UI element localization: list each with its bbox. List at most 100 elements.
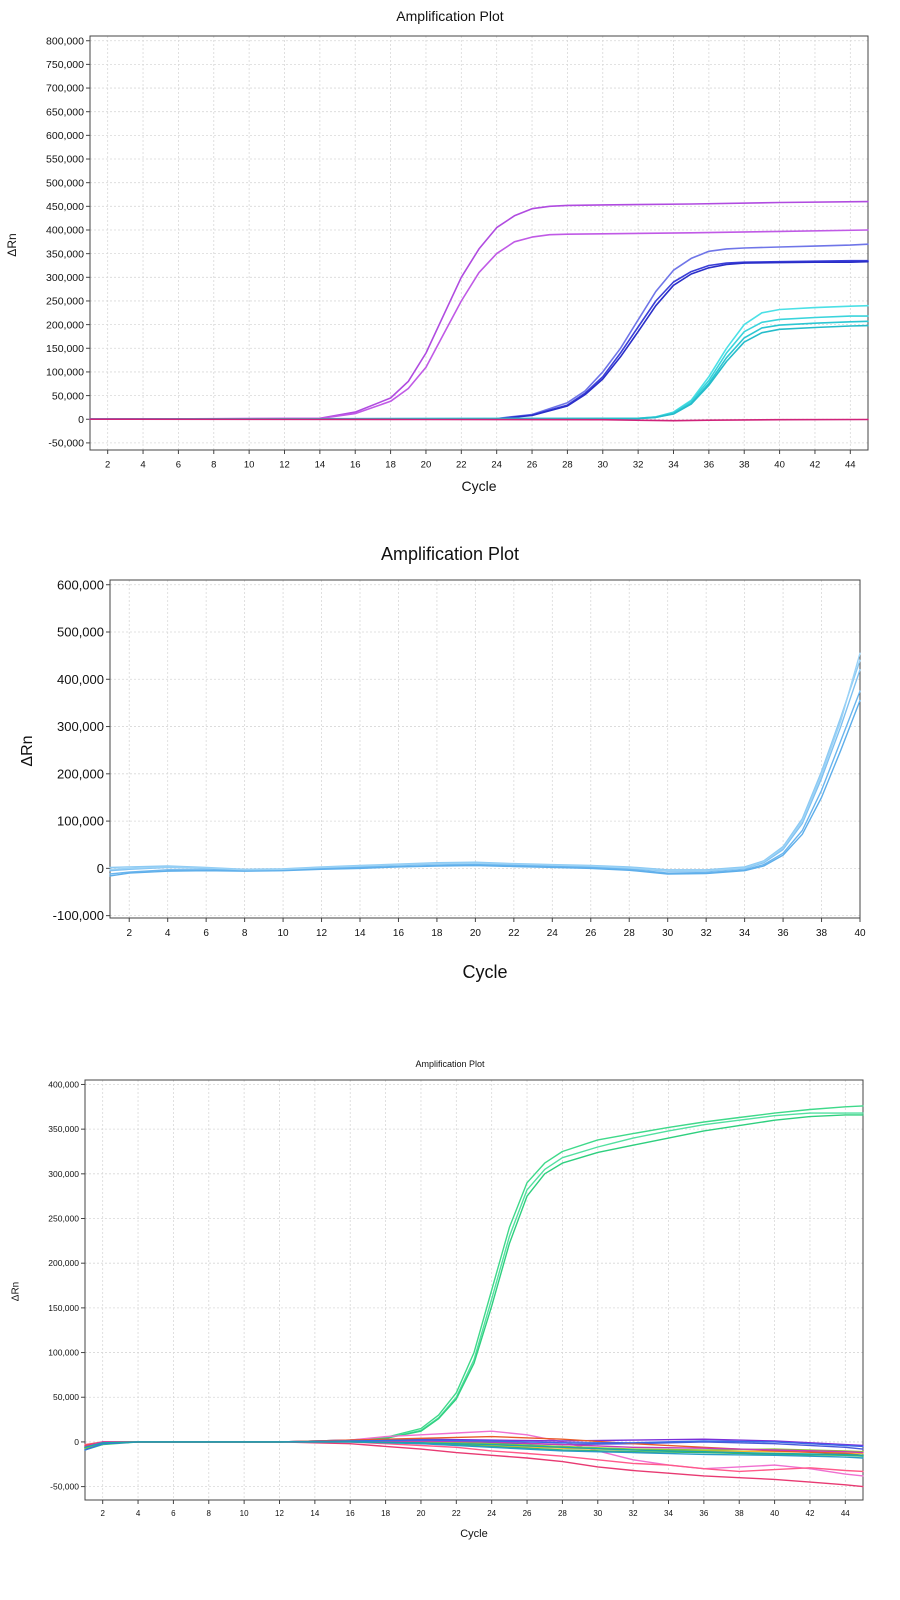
x-tick-label: 26 — [527, 460, 538, 471]
y-tick-label: 350,000 — [46, 248, 84, 260]
x-tick-label: 30 — [662, 928, 674, 939]
y-tick-label: 150,000 — [48, 1303, 79, 1313]
y-tick-label: -50,000 — [50, 1482, 79, 1492]
x-tick-label: 34 — [668, 460, 679, 471]
series-line — [89, 243, 869, 421]
plot-area — [90, 36, 868, 450]
x-tick-label: 4 — [165, 928, 171, 939]
x-tick-label: 28 — [562, 460, 573, 471]
chart-title: Amplification Plot — [396, 8, 504, 24]
series-line — [89, 324, 869, 421]
x-tick-label: 22 — [456, 460, 467, 471]
series-line — [89, 418, 869, 422]
x-tick-label: 4 — [136, 1509, 141, 1518]
x-tick-label: 44 — [841, 1509, 850, 1518]
x-tick-label: 44 — [845, 460, 856, 471]
x-tick-label: 14 — [315, 460, 326, 471]
y-tick-label: 600,000 — [46, 130, 84, 142]
x-tick-label: 16 — [350, 460, 361, 471]
x-tick-label: 28 — [624, 928, 636, 939]
x-tick-label: 8 — [242, 928, 248, 939]
x-tick-label: 8 — [211, 460, 216, 471]
x-tick-label: 12 — [275, 1509, 284, 1518]
x-tick-label: 36 — [699, 1509, 708, 1518]
series-line — [89, 260, 869, 421]
amplification-plot-1: 2 4 6 8 10 12 14 16 18 20 22 24 26 28 30 32 34 36 38 40 42 44… — [46, 35, 869, 471]
x-tick-label: 22 — [452, 1509, 461, 1518]
x-tick-label: 40 — [854, 928, 866, 939]
x-tick-label: 32 — [629, 1509, 638, 1518]
chart-title: Amplification Plot — [380, 544, 520, 564]
y-tick-label: 0 — [97, 861, 104, 876]
series-line — [89, 229, 869, 421]
y-tick-label: 350,000 — [48, 1124, 79, 1134]
x-tick-label: 12 — [316, 928, 328, 939]
x-tick-label: 38 — [816, 928, 828, 939]
series-line — [89, 259, 869, 421]
x-tick-label: 16 — [393, 928, 405, 939]
y-tick-label: 400,000 — [46, 225, 84, 237]
x-tick-label: 10 — [278, 928, 290, 939]
y-tick-label: 450,000 — [46, 201, 84, 213]
x-tick-label: 14 — [310, 1509, 319, 1518]
y-tick-label: 550,000 — [46, 154, 84, 166]
x-tick-label: 36 — [704, 460, 715, 471]
y-tick-label: -100,000 — [53, 908, 104, 923]
y-tick-label: 0 — [78, 414, 84, 426]
x-tick-label: 10 — [240, 1509, 249, 1518]
y-tick-label: 400,000 — [48, 1079, 79, 1089]
y-tick-label: 150,000 — [46, 343, 84, 355]
x-tick-label: 34 — [664, 1509, 673, 1518]
x-tick-label: 20 — [417, 1509, 426, 1518]
y-tick-label: 50,000 — [53, 1392, 79, 1402]
y-tick-label: 650,000 — [46, 106, 84, 118]
x-tick-label: 6 — [176, 460, 181, 471]
series-line — [89, 200, 869, 421]
y-tick-label: 250,000 — [48, 1213, 79, 1223]
y-tick-label: 300,000 — [48, 1169, 79, 1179]
y-tick-label: 250,000 — [46, 296, 84, 308]
x-tick-label: 18 — [431, 928, 443, 939]
x-tick-label: 14 — [354, 928, 366, 939]
y-tick-label: 100,000 — [46, 367, 84, 379]
x-tick-label: 36 — [778, 928, 790, 939]
x-tick-label: 24 — [487, 1509, 496, 1518]
x-tick-label: 38 — [735, 1509, 744, 1518]
x-axis-label: Cycle — [461, 478, 497, 494]
x-axis-label: Cycle — [460, 1528, 488, 1540]
y-tick-label: 200,000 — [48, 1258, 79, 1268]
x-tick-label: 20 — [470, 928, 482, 939]
y-tick-label: 400,000 — [57, 672, 104, 687]
x-tick-label: 40 — [770, 1509, 779, 1518]
x-tick-label: 34 — [739, 928, 751, 939]
x-tick-label: 26 — [585, 928, 597, 939]
plot-area — [110, 580, 860, 918]
x-tick-label: 32 — [701, 928, 713, 939]
y-tick-label: 750,000 — [46, 59, 84, 71]
y-tick-label: 300,000 — [46, 272, 84, 284]
x-tick-label: 24 — [547, 928, 559, 939]
y-tick-label: 100,000 — [48, 1348, 79, 1358]
x-tick-label: 42 — [810, 460, 821, 471]
x-tick-label: 2 — [105, 460, 110, 471]
x-axis-label: Cycle — [462, 962, 508, 982]
y-tick-label: 800,000 — [46, 35, 84, 47]
x-tick-label: 38 — [739, 460, 750, 471]
y-tick-label: 0 — [74, 1437, 79, 1447]
x-tick-label: 6 — [171, 1509, 176, 1518]
amplification-plot-2: 2 4 6 8 10 12 14 16 18 20 22 24 26 28 30 32 34 36 38 40-100… — [53, 577, 866, 939]
y-tick-label: 200,000 — [46, 319, 84, 331]
y-tick-label: 600,000 — [57, 577, 104, 592]
x-tick-label: 42 — [806, 1509, 815, 1518]
x-tick-label: 6 — [203, 928, 209, 939]
series-line — [109, 699, 861, 877]
plot-area — [85, 1080, 863, 1500]
x-tick-label: 26 — [523, 1509, 532, 1518]
x-tick-label: 8 — [207, 1509, 212, 1518]
y-tick-label: 200,000 — [57, 766, 104, 781]
x-tick-label: 4 — [140, 460, 145, 471]
x-tick-label: 20 — [421, 460, 432, 471]
plot-frame — [89, 35, 869, 451]
x-tick-label: 22 — [508, 928, 520, 939]
